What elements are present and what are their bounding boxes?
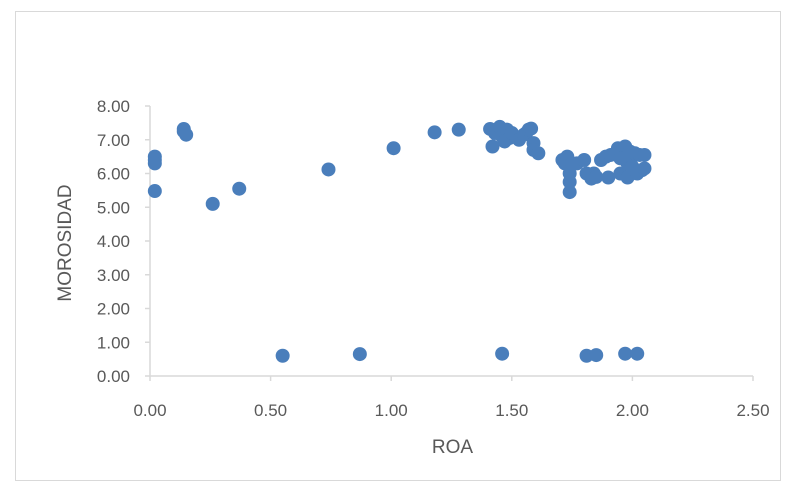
data-point xyxy=(321,162,336,177)
y-tick-label: 2.00 xyxy=(97,300,130,319)
data-point xyxy=(613,151,628,166)
data-point xyxy=(352,347,367,362)
data-point xyxy=(637,161,652,176)
data-point xyxy=(618,346,633,361)
data-point xyxy=(386,141,401,156)
data-point xyxy=(232,181,247,196)
axes xyxy=(149,106,753,377)
y-tick-label: 4.00 xyxy=(97,232,130,251)
chart-frame xyxy=(15,11,781,481)
data-point xyxy=(630,346,645,361)
x-axis-title: ROA xyxy=(432,437,474,458)
y-tick-label: 7.00 xyxy=(97,131,130,150)
data-point xyxy=(637,147,652,162)
data-point xyxy=(495,346,510,361)
x-tick-label: 0.00 xyxy=(133,401,166,420)
y-tick-label: 3.00 xyxy=(97,266,130,285)
y-tick-label: 8.00 xyxy=(97,97,130,116)
y-tick-label: 0.00 xyxy=(97,367,130,386)
data-point xyxy=(531,146,546,161)
y-tick-label: 6.00 xyxy=(97,165,130,184)
data-point xyxy=(147,184,162,199)
x-tick-label: 0.50 xyxy=(254,401,287,420)
y-tick-label: 5.00 xyxy=(97,198,130,217)
data-point xyxy=(562,185,577,200)
data-point xyxy=(485,139,500,154)
data-point xyxy=(205,196,220,211)
data-point xyxy=(451,122,466,137)
data-point xyxy=(589,169,604,184)
data-points xyxy=(147,119,652,363)
data-point xyxy=(427,125,442,140)
x-tick-label: 1.00 xyxy=(375,401,408,420)
y-tick-label: 1.00 xyxy=(97,333,130,352)
data-point xyxy=(589,348,604,363)
data-point xyxy=(562,174,577,189)
data-point xyxy=(147,156,162,171)
y-axis-title: MOROSIDAD xyxy=(55,184,76,301)
x-tick-label: 1.50 xyxy=(495,401,528,420)
y-axis-ticks: 0.00 1.00 2.00 3.00 4.00 5.00 6.00 7.00 8.00 xyxy=(97,97,150,386)
data-point xyxy=(275,348,290,363)
data-point xyxy=(179,127,194,142)
x-tick-label: 2.00 xyxy=(616,401,649,420)
x-tick-label: 2.50 xyxy=(736,401,769,420)
data-point xyxy=(601,170,616,185)
x-axis-ticks: 0.00 0.50 1.00 1.50 2.00 2.50 xyxy=(133,376,770,420)
data-point xyxy=(577,153,592,167)
data-point xyxy=(524,121,539,136)
